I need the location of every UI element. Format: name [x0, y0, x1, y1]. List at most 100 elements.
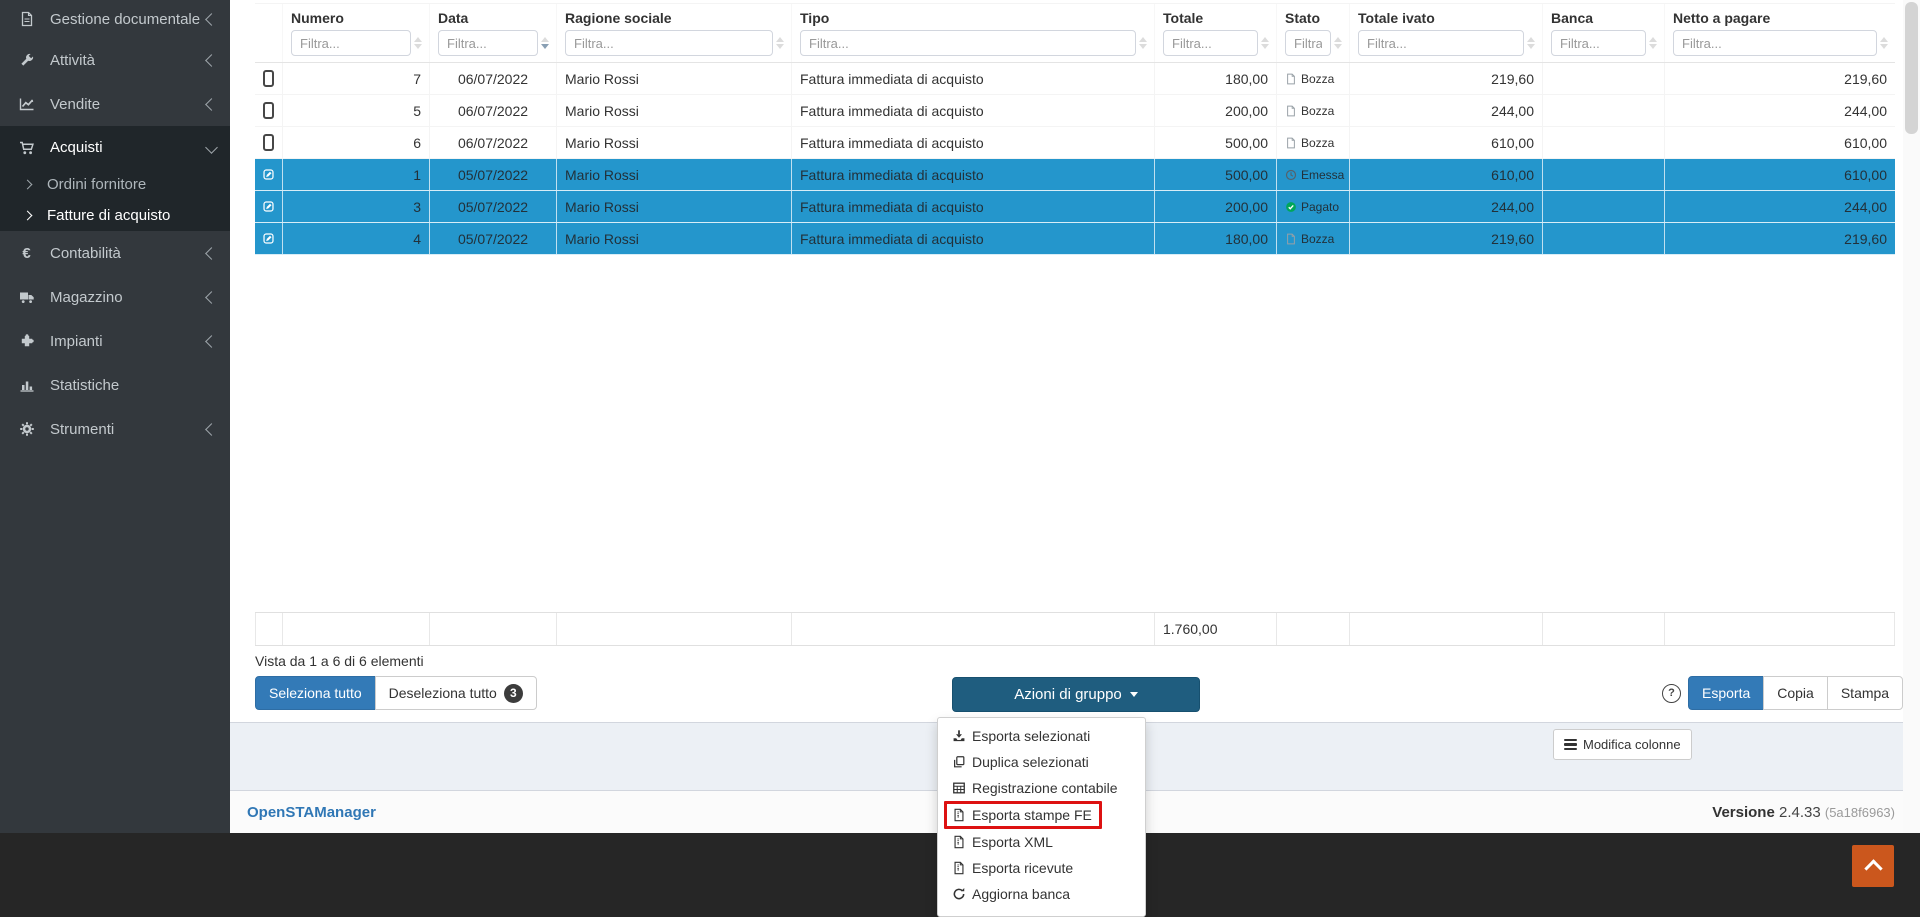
sort-icons[interactable]	[1139, 37, 1147, 49]
file-text-icon	[18, 11, 35, 28]
chevron-up-icon	[1863, 859, 1883, 878]
deseleziona-tutto-button[interactable]: Deseleziona tutto 3	[374, 676, 537, 710]
cell-totale: 200,00	[1155, 191, 1277, 222]
header-totale-ivato[interactable]: Totale ivato	[1350, 4, 1543, 62]
sidebar-item-vendite[interactable]: Vendite	[0, 82, 230, 126]
sort-icons[interactable]	[1527, 37, 1535, 49]
sort-icons[interactable]	[1334, 37, 1342, 49]
header-data[interactable]: Data	[430, 4, 557, 62]
filter-data-input[interactable]	[438, 30, 538, 56]
cell-totale: 500,00	[1155, 127, 1277, 158]
sort-icons[interactable]	[1880, 37, 1888, 49]
menu-item-registrazione-contabile[interactable]: Registrazione contabile	[938, 775, 1145, 801]
row-checkbox[interactable]	[255, 159, 283, 190]
table-row[interactable]: 7 06/07/2022 Mario Rossi Fattura immedia…	[255, 63, 1895, 95]
filter-ragione-sociale-input[interactable]	[565, 30, 773, 56]
cell-banca	[1543, 223, 1665, 254]
azioni-di-gruppo-button[interactable]: Azioni di gruppo	[952, 677, 1200, 712]
header-tipo[interactable]: Tipo	[792, 4, 1155, 62]
row-checkbox[interactable]	[255, 191, 283, 222]
sidebar-item-attivita[interactable]: Attività	[0, 38, 230, 82]
table-row-selected[interactable]: 4 05/07/2022 Mario Rossi Fattura immedia…	[255, 223, 1895, 255]
help-icon[interactable]: ?	[1662, 683, 1681, 703]
sort-icons[interactable]	[1261, 37, 1269, 49]
menu-item-duplica-selezionati[interactable]: Duplica selezionati	[938, 749, 1145, 775]
chevron-right-icon	[22, 179, 33, 190]
totals-totale: 1.760,00	[1155, 613, 1277, 645]
table-row-selected[interactable]: 3 05/07/2022 Mario Rossi Fattura immedia…	[255, 191, 1895, 223]
row-checkbox[interactable]	[255, 63, 283, 94]
seleziona-tutto-button[interactable]: Seleziona tutto	[255, 676, 376, 710]
filter-netto-input[interactable]	[1673, 30, 1877, 56]
sidebar-item-magazzino[interactable]: Magazzino	[0, 275, 230, 319]
sort-icons[interactable]	[414, 37, 422, 49]
sidebar-item-label: Attività	[50, 51, 96, 69]
cell-totale: 200,00	[1155, 95, 1277, 126]
menu-item-esporta-selezionati[interactable]: Esporta selezionati	[938, 723, 1145, 749]
scrollbar-track[interactable]	[1903, 0, 1920, 833]
scrollbar-thumb[interactable]	[1905, 2, 1918, 134]
copia-button[interactable]: Copia	[1763, 676, 1828, 710]
status-badge: Emessa	[1301, 167, 1345, 182]
header-totale[interactable]: Totale	[1155, 4, 1277, 62]
stampa-button[interactable]: Stampa	[1826, 676, 1904, 710]
cell-tipo: Fattura immediata di acquisto	[792, 223, 1155, 254]
cell-ragione-sociale: Mario Rossi	[557, 191, 792, 222]
cell-totale: 180,00	[1155, 63, 1277, 94]
cell-stato: Bozza	[1277, 127, 1350, 158]
menu-item-esporta-ricevute[interactable]: Esporta ricevute	[938, 855, 1145, 881]
row-checkbox[interactable]	[255, 127, 283, 158]
modifica-colonne-button[interactable]: Modifica colonne	[1553, 729, 1692, 760]
sort-icons[interactable]	[541, 37, 549, 49]
download-icon	[952, 729, 966, 743]
header-stato[interactable]: Stato	[1277, 4, 1350, 62]
selected-count-badge: 3	[503, 683, 523, 703]
filter-tipo-input[interactable]	[800, 30, 1136, 56]
filter-stato-input[interactable]	[1285, 30, 1331, 56]
status-badge: Bozza	[1301, 135, 1335, 150]
filter-totale-input[interactable]	[1163, 30, 1258, 56]
header-ragione-sociale[interactable]: Ragione sociale	[557, 4, 792, 62]
sort-icons[interactable]	[1649, 37, 1657, 49]
clock-icon	[1285, 169, 1297, 181]
table-row[interactable]: 5 06/07/2022 Mario Rossi Fattura immedia…	[255, 95, 1895, 127]
chevron-right-icon	[22, 210, 33, 221]
cell-netto: 219,60	[1844, 70, 1887, 87]
sidebar-item-strumenti[interactable]: Strumenti	[0, 407, 230, 451]
row-checkbox[interactable]	[255, 95, 283, 126]
sort-icons[interactable]	[776, 37, 784, 49]
header-banca[interactable]: Banca	[1543, 4, 1665, 62]
cell-numero: 1	[283, 159, 430, 190]
header-numero[interactable]: Numero	[283, 4, 430, 62]
filter-totale-ivato-input[interactable]	[1358, 30, 1524, 56]
sidebar-item-contabilita[interactable]: € Contabilità	[0, 231, 230, 275]
menu-item-aggiorna-banca[interactable]: Aggiorna banca	[938, 881, 1145, 907]
truck-icon	[18, 289, 35, 306]
sidebar-item-ordini-fornitore[interactable]: Ordini fornitore	[0, 169, 230, 200]
gear-icon	[18, 421, 35, 438]
table-icon	[952, 781, 966, 795]
cell-totale: 500,00	[1155, 159, 1277, 190]
caret-down-icon	[1129, 692, 1138, 697]
filter-numero-input[interactable]	[291, 30, 411, 56]
sidebar-item-acquisti[interactable]: Acquisti	[0, 126, 230, 169]
sidebar-item-statistiche[interactable]: Statistiche	[0, 363, 230, 407]
row-checkbox[interactable]	[255, 223, 283, 254]
checkbox-checked-icon	[263, 198, 274, 215]
openstamanager-link[interactable]: OpenSTAManager	[247, 803, 376, 821]
esporta-button[interactable]: Esporta	[1688, 676, 1765, 710]
menu-item-esporta-xml[interactable]: Esporta XML	[938, 829, 1145, 855]
header-netto-a-pagare[interactable]: Netto a pagare	[1665, 4, 1895, 62]
sidebar-item-gestione-documentale[interactable]: Gestione documentale	[0, 0, 230, 38]
menu-item-esporta-stampe-fe[interactable]: Esporta stampe FE	[947, 804, 1099, 826]
scroll-to-top-button[interactable]	[1852, 845, 1894, 887]
cell-totale-ivato: 610,00	[1350, 159, 1543, 190]
file-icon	[1285, 73, 1297, 85]
results-info: Vista da 1 a 6 di 6 elementi	[255, 653, 424, 669]
table-row-selected[interactable]: 1 05/07/2022 Mario Rossi Fattura immedia…	[255, 159, 1895, 191]
status-badge: Bozza	[1301, 103, 1335, 118]
table-row[interactable]: 6 06/07/2022 Mario Rossi Fattura immedia…	[255, 127, 1895, 159]
sidebar-item-impianti[interactable]: Impianti	[0, 319, 230, 363]
sidebar-item-fatture-di-acquisto[interactable]: Fatture di acquisto	[0, 200, 230, 231]
filter-banca-input[interactable]	[1551, 30, 1646, 56]
